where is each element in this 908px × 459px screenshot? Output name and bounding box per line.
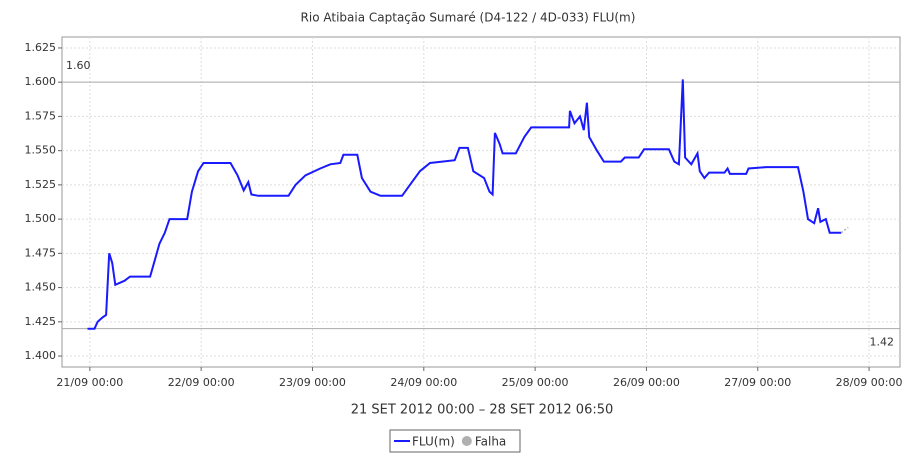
- x-tick-label: 22/09 00:00: [168, 376, 235, 389]
- y-tick-label: 1.550: [25, 144, 57, 157]
- x-tick-label: 28/09 00:00: [836, 376, 903, 389]
- y-tick-label: 1.400: [25, 349, 57, 362]
- y-tick-label: 1.500: [25, 212, 57, 225]
- x-tick-label: 26/09 00:00: [613, 376, 680, 389]
- x-tick-label: 25/09 00:00: [502, 376, 569, 389]
- legend-label: FLU(m): [412, 435, 455, 449]
- chart-title: Rio Atibaia Captação Sumaré (D4-122 / 4D…: [301, 11, 636, 25]
- y-tick-label: 1.625: [25, 41, 57, 54]
- legend-box: [389, 429, 521, 453]
- plot-area: [61, 36, 901, 368]
- x-tick-label: 23/09 00:00: [279, 376, 346, 389]
- y-tick-label: 1.425: [25, 315, 57, 328]
- x-tick-label: 27/09 00:00: [724, 376, 791, 389]
- y-tick-label: 1.450: [25, 281, 57, 294]
- legend-swatch: [461, 436, 472, 446]
- series-line: [840, 226, 849, 234]
- y-tick-label: 1.475: [25, 246, 57, 259]
- reference-label: 1.42: [870, 336, 895, 349]
- reference-label: 1.60: [66, 59, 91, 72]
- y-tick-label: 1.575: [25, 109, 57, 122]
- x-tick-label: 21/09 00:00: [56, 376, 123, 389]
- x-tick-label: 24/09 00:00: [390, 376, 457, 389]
- y-tick-label: 1.600: [25, 75, 57, 88]
- x-axis-label: 21 SET 2012 00:00 – 28 SET 2012 06:50: [351, 403, 614, 418]
- legend-label: Falha: [475, 435, 506, 449]
- y-tick-label: 1.525: [25, 178, 57, 191]
